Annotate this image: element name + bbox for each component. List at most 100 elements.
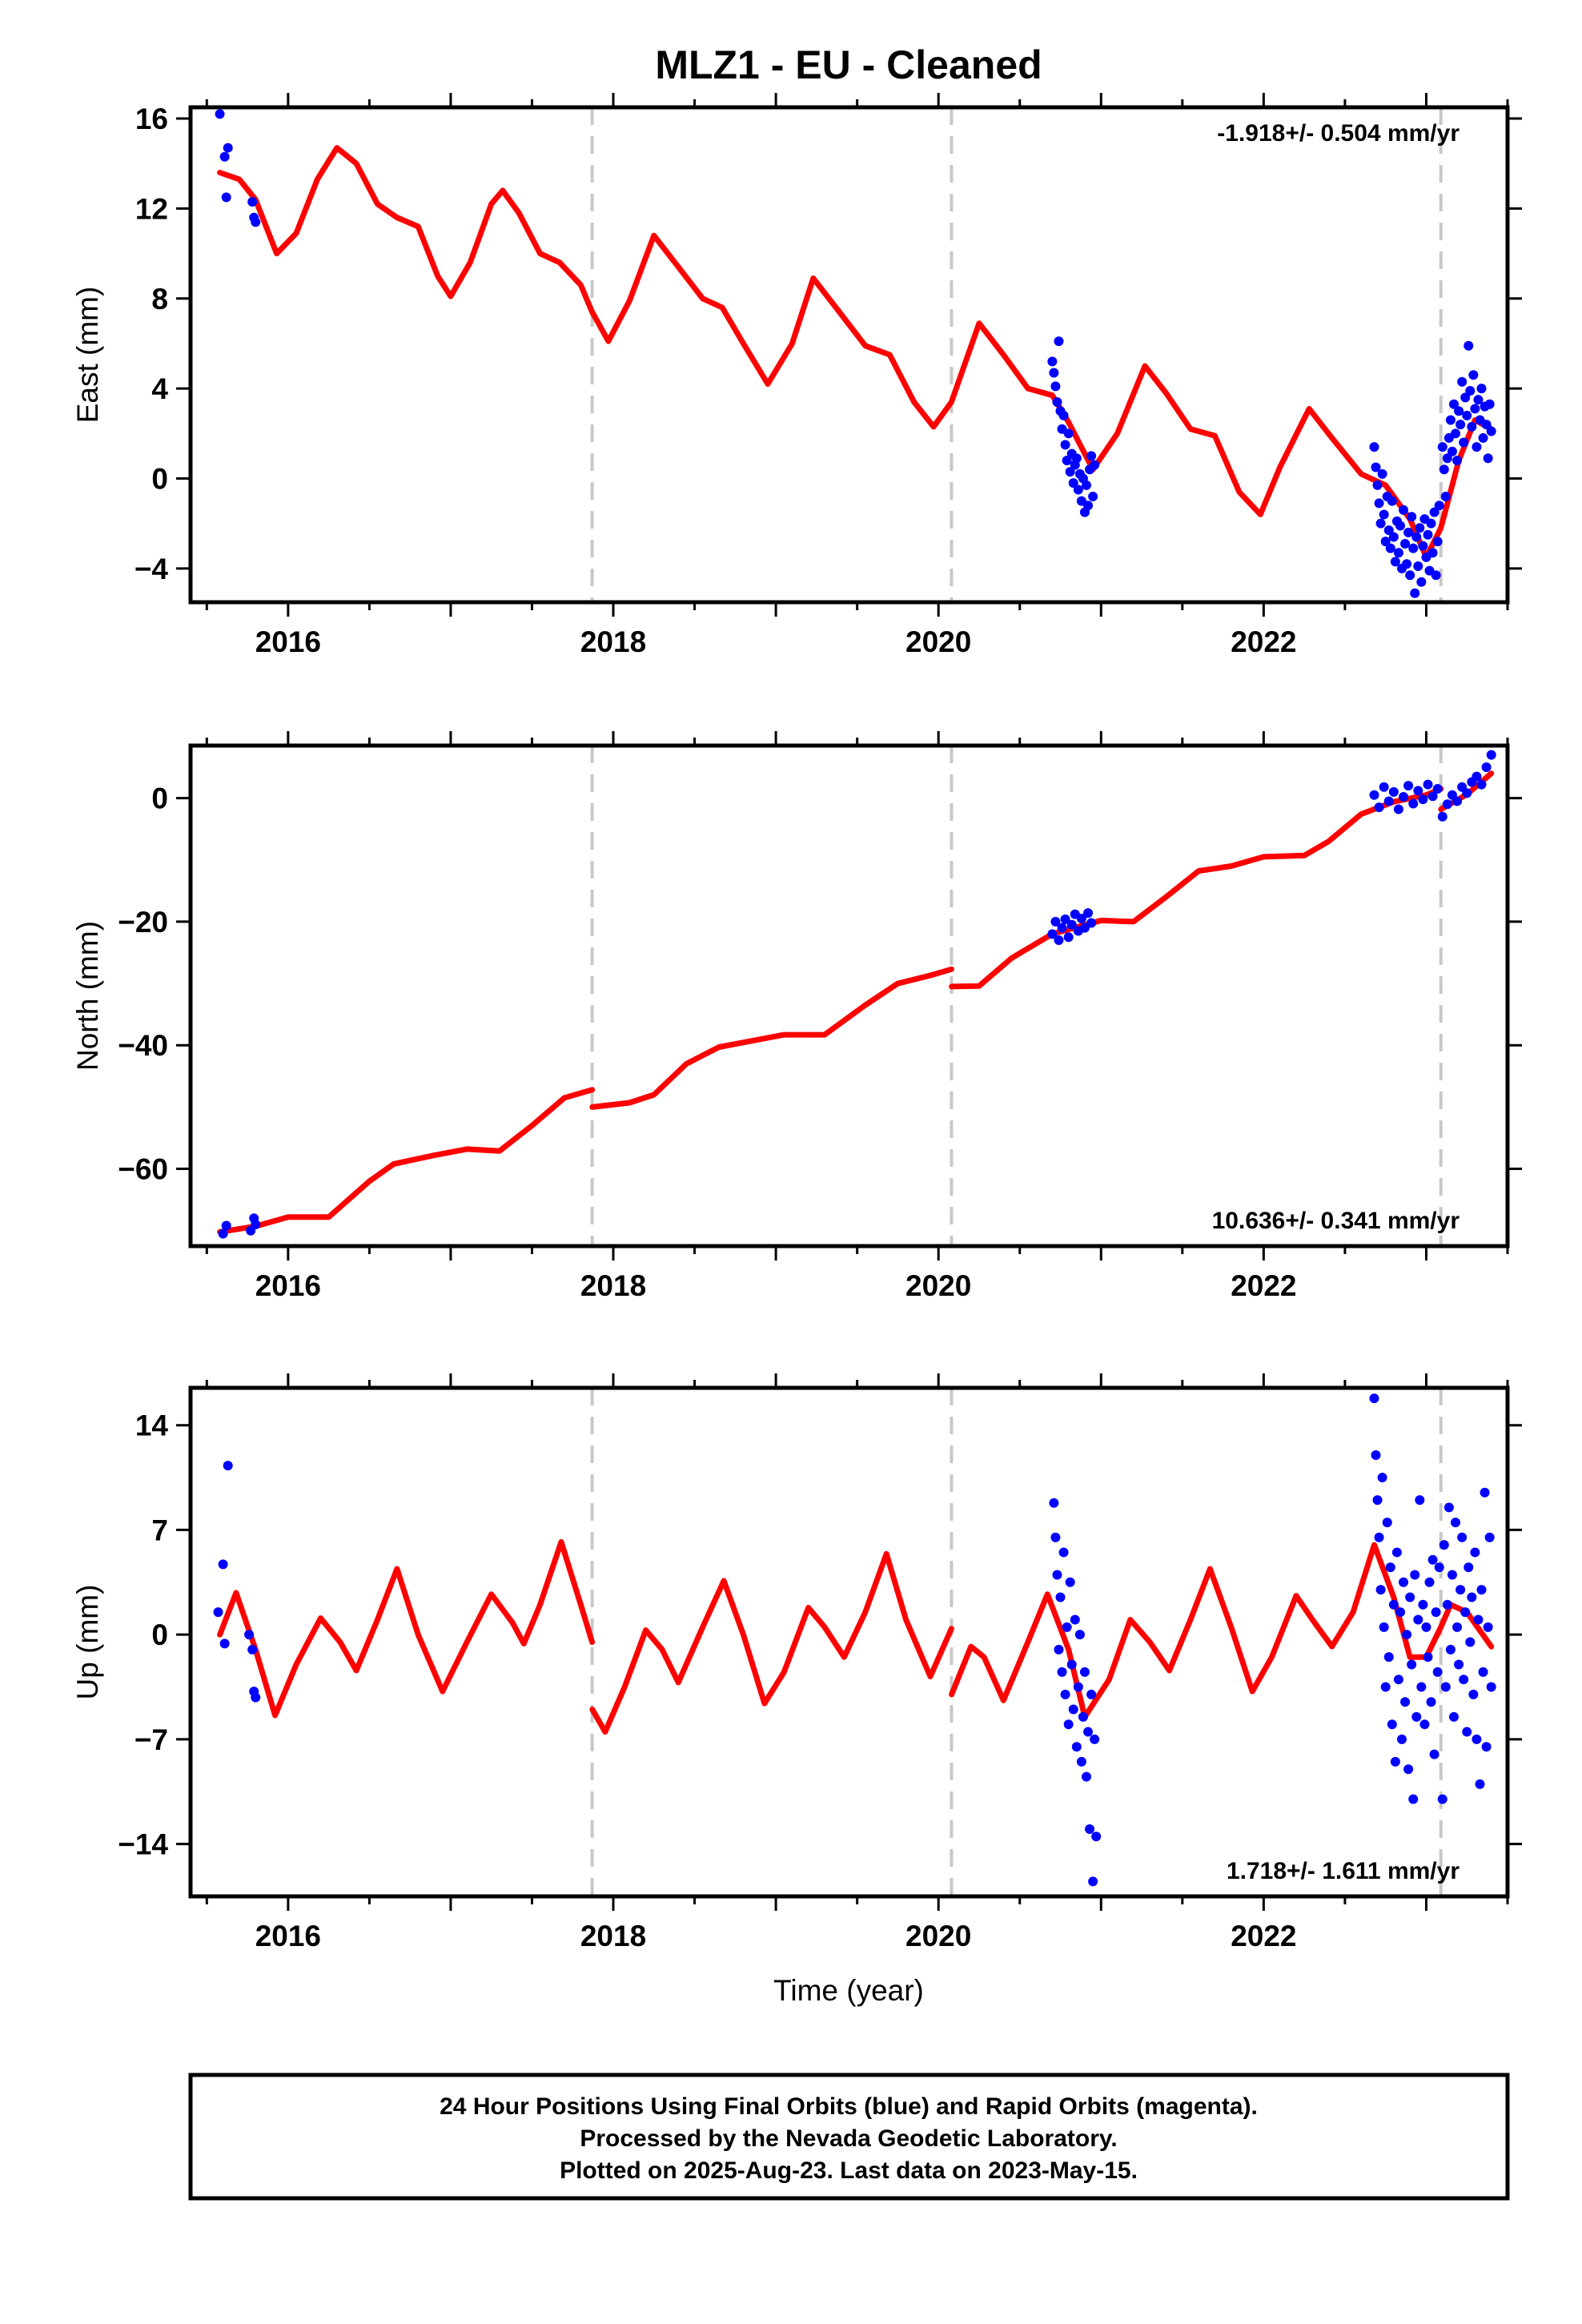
north-panel: −60 −40 −20 0 2016 2018 2020 2022 North (mm) 10.6… [71, 731, 1522, 1302]
up-data-point [1083, 1727, 1094, 1737]
east-data-point [1369, 442, 1379, 452]
east-data-point [1393, 548, 1403, 558]
north-data-point [1399, 792, 1409, 802]
up-data-point [1480, 1487, 1490, 1498]
up-data-point [1424, 1577, 1435, 1587]
up-data-point [1462, 1727, 1472, 1737]
up-data-point [1447, 1570, 1457, 1580]
up-data-point [1454, 1659, 1464, 1670]
up-data-point [218, 1559, 228, 1570]
north-ytick-label: −20 [118, 906, 168, 939]
up-data-point [1410, 1570, 1420, 1580]
east-data-point [1408, 543, 1419, 553]
east-data-point [1050, 381, 1061, 392]
up-data-point [1459, 1675, 1469, 1685]
up-ytick-label: 0 [151, 1618, 168, 1651]
up-data-point [1439, 1540, 1449, 1550]
east-data-point [1437, 442, 1447, 452]
up-data-point [1443, 1502, 1454, 1513]
east-data-point [1374, 498, 1384, 509]
east-data-point [1049, 368, 1059, 378]
north-model-curve-1 [217, 1087, 596, 1235]
up-data-point [1060, 1689, 1070, 1699]
east-data-point [1457, 376, 1468, 387]
east-ytick-label: −4 [135, 553, 169, 585]
east-data-point [1073, 485, 1083, 495]
up-data-point [1052, 1570, 1062, 1580]
east-data-point [1088, 491, 1098, 501]
up-data-point [1375, 1585, 1386, 1595]
east-model-curve-1 [217, 145, 1495, 561]
east-data-point [1431, 570, 1441, 581]
up-data-point [1073, 1682, 1083, 1692]
up-data-point [251, 1692, 261, 1703]
up-data-point [1058, 1547, 1069, 1558]
up-xtick-label: 2018 [580, 1920, 646, 1952]
east-data-point [247, 196, 258, 207]
east-data-point [1071, 453, 1082, 464]
north-data-point [1437, 811, 1447, 822]
east-ytick-label: 0 [151, 463, 168, 496]
east-ytick-label: 12 [135, 192, 168, 225]
north-data-point [1047, 929, 1058, 939]
east-data-point [1380, 537, 1391, 547]
up-data-point [1456, 1585, 1466, 1595]
north-data-point [1452, 796, 1463, 806]
up-data-point [1066, 1659, 1077, 1670]
east-panel: −4 0 4 8 12 16 2016 2018 2020 2022 East (mm) -1.918… [71, 93, 1522, 658]
north-data-point [1086, 918, 1097, 928]
east-rate-label: -1.918+/- 0.504 mm/yr [1217, 120, 1460, 147]
up-data-point [1088, 1876, 1098, 1887]
up-data-point [1057, 1667, 1067, 1677]
north-rate-label: 10.636+/- 0.341 mm/yr [1212, 1208, 1460, 1234]
up-data-point [1445, 1644, 1456, 1655]
footer-line-1: 24 Hour Positions Using Final Orbits (bl… [440, 2093, 1258, 2120]
up-xtick-label: 2016 [255, 1920, 321, 1952]
east-data-point [1440, 491, 1451, 501]
east-data-point [1052, 396, 1062, 407]
east-xtick-label: 2022 [1231, 625, 1296, 658]
east-y-axis-label: East (mm) [71, 287, 104, 424]
north-ytick-label: −40 [118, 1029, 168, 1062]
east-data-point [1476, 384, 1487, 394]
east-xtick-label: 2016 [255, 625, 321, 658]
east-data-point [1065, 467, 1075, 477]
up-data-point [1391, 1547, 1402, 1558]
up-data-point [1418, 1599, 1428, 1610]
up-data-point [1470, 1547, 1480, 1558]
east-data-point [1445, 415, 1456, 425]
east-ytick-label: 16 [135, 103, 168, 135]
up-data-point [1399, 1577, 1409, 1587]
up-data-point [1388, 1599, 1399, 1610]
up-data-point [1448, 1711, 1459, 1722]
footer-line-2: Processed by the Nevada Geodetic Laborat… [580, 2125, 1117, 2152]
east-data-point [1432, 537, 1443, 547]
north-y-axis-label: North (mm) [71, 921, 104, 1071]
north-data-point [1442, 799, 1452, 810]
north-data-point [1369, 790, 1379, 800]
footer-line-3: Plotted on 2025-Aug-23. Last data on 202… [560, 2157, 1138, 2184]
east-data-point [1484, 399, 1495, 409]
up-data-point [1395, 1607, 1405, 1618]
up-data-point [1082, 1771, 1092, 1782]
x-axis-label: Time (year) [773, 1974, 924, 2007]
north-data-point [221, 1220, 231, 1231]
up-data-point [1090, 1734, 1100, 1744]
up-data-point [1408, 1794, 1419, 1804]
up-data-point [1372, 1495, 1383, 1506]
east-data-point [223, 143, 233, 153]
east-ytick-label: 8 [151, 283, 168, 316]
east-data-point [1483, 453, 1493, 464]
north-frame [188, 743, 1510, 1248]
east-data-point [215, 109, 225, 119]
up-data-point [1085, 1823, 1095, 1834]
up-data-point [1055, 1592, 1066, 1602]
north-data-point [1054, 935, 1064, 946]
up-data-point [1464, 1562, 1474, 1573]
up-data-point [1405, 1592, 1415, 1602]
east-data-point [1426, 518, 1436, 529]
up-data-point [1380, 1682, 1391, 1692]
up-data-point [1467, 1592, 1477, 1602]
up-y-axis-label: Up (mm) [71, 1585, 104, 1700]
